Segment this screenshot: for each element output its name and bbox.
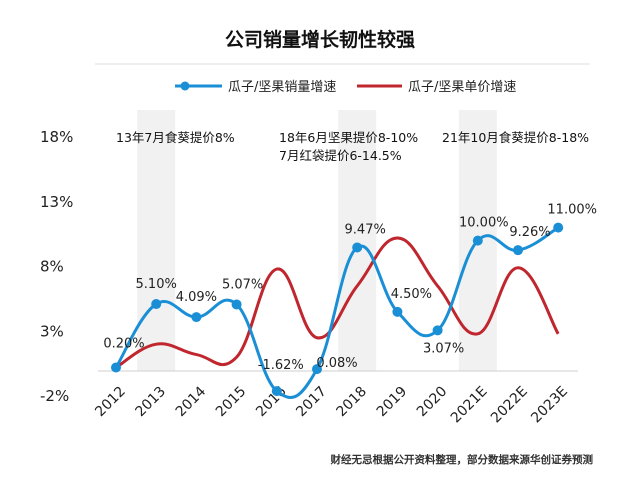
data-point-volume — [151, 299, 162, 310]
data-label-volume: 4.50% — [391, 287, 432, 302]
y-tick-label: 13% — [40, 193, 73, 211]
x-tick-label: 2015 — [213, 384, 250, 421]
data-point-volume — [513, 245, 523, 256]
x-tick-label: 2018 — [334, 384, 371, 421]
data-point-volume — [392, 306, 403, 317]
source-note: 财经无忌根据公开资料整理，部分数据来源华创证券预测 — [330, 453, 594, 466]
x-tick-label: 2023E — [528, 384, 571, 427]
data-label-volume: 10.00% — [459, 216, 509, 231]
x-tick-label: 2016 — [253, 383, 290, 420]
x-tick-label: 2014 — [173, 383, 210, 420]
data-point-volume — [352, 242, 363, 253]
x-tick-label: 2013 — [133, 384, 170, 421]
annotations: 13年7月食葵提价8% 18年6月坚果提价8-10% 7月红袋提价6-14.5%… — [116, 130, 589, 163]
series-line-price — [115, 236, 560, 369]
data-point-volume — [312, 364, 322, 375]
annotation-2018-b: 7月红袋提价6-14.5% — [279, 148, 402, 163]
x-tick-label: 2019 — [374, 384, 411, 421]
chart-title: 公司销量增长韧性较强 — [225, 28, 415, 51]
data-point-volume — [432, 325, 443, 336]
shade-band-2013 — [137, 110, 176, 371]
data-label-volume: 9.26% — [509, 225, 550, 240]
data-label-volume: 11.00% — [547, 203, 597, 218]
data-label-volume: 9.47% — [345, 222, 386, 237]
x-tick-label: 2017 — [293, 384, 330, 421]
data-label-volume: 5.10% — [136, 277, 177, 292]
x-tick-label: 2022E — [488, 384, 531, 427]
shade-band-2018 — [338, 110, 377, 371]
x-tick-label: 2020 — [414, 384, 451, 421]
legend-label-volume: 瓜子/坚果销量增速 — [228, 80, 336, 95]
data-point-volume — [231, 299, 242, 310]
data-label-volume: -1.62% — [258, 358, 304, 373]
x-axis-ticks: 2012 2013 2014 2015 2016 2017 2018 2019 20202021… — [92, 383, 571, 426]
data-label-layer: 0.20% 5.10%4.09% 5.07% -1.62% 0.08% 9.47% 4.50… — [103, 203, 597, 373]
y-tick-label: 8% — [40, 258, 64, 276]
data-point-volume — [271, 386, 282, 397]
legend: 瓜子/坚果销量增速 瓜子/坚果单价增速 — [175, 80, 516, 95]
annotation-2013: 13年7月食葵提价8% — [116, 130, 235, 145]
annotation-2021: 21年10月食葵提价8-18% — [442, 130, 589, 145]
data-label-volume: 3.07% — [423, 341, 464, 356]
data-point-volume — [111, 362, 121, 373]
data-point-volume — [472, 235, 483, 246]
point-layer — [111, 222, 564, 397]
data-label-volume: 0.20% — [103, 337, 144, 352]
data-label-volume: 0.08% — [316, 356, 357, 371]
data-label-volume: 5.07% — [222, 277, 263, 292]
annotation-2018-a: 18年6月坚果提价8-10% — [279, 130, 418, 145]
x-tick-label: 2021E — [448, 384, 491, 427]
y-axis-ticks: 18% 13% 8% 3% -2% — [40, 128, 73, 405]
data-label-volume: 4.09% — [176, 290, 217, 305]
y-tick-label: -2% — [40, 387, 69, 405]
legend-dot-volume — [180, 81, 190, 91]
y-tick-label: 3% — [40, 322, 64, 340]
y-tick-label: 18% — [40, 128, 73, 146]
x-tick-label: 2012 — [92, 384, 129, 421]
data-point-volume — [191, 312, 202, 323]
data-point-volume — [553, 222, 564, 233]
shade-layer — [137, 110, 497, 371]
legend-label-price: 瓜子/坚果单价增速 — [408, 80, 516, 95]
